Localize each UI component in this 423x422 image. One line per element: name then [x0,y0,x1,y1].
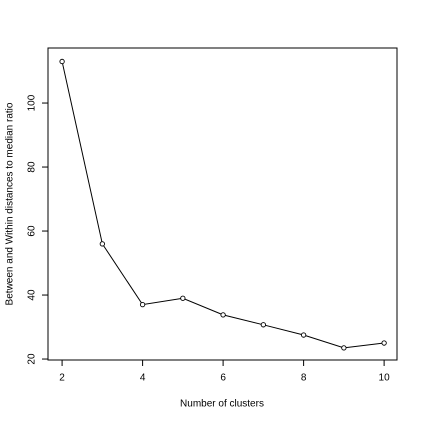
y-tick-label: 40 [27,289,38,301]
point [300,332,307,338]
y-tick-label: 80 [27,161,38,173]
plot-frame [47,47,398,361]
x-tick-label: 8 [301,373,307,384]
point [220,312,226,318]
y-axis-label: Between and Within distances to median r… [5,102,16,305]
point [341,345,347,351]
y-tick-label: 20 [27,353,38,365]
x-tick-label: 4 [140,373,146,384]
point [180,295,186,301]
point [381,340,387,346]
x-tick-label: 2 [59,373,65,384]
point [99,241,105,247]
line [61,61,385,349]
x-tick-label: 6 [220,373,226,384]
x-axis-label: Number of clusters [180,399,264,410]
y-tick-label: 60 [27,225,38,237]
point [260,322,267,328]
y-tick-label: 100 [27,94,38,111]
x-tick-label: 10 [379,373,391,384]
point [139,301,146,308]
point [59,58,65,65]
